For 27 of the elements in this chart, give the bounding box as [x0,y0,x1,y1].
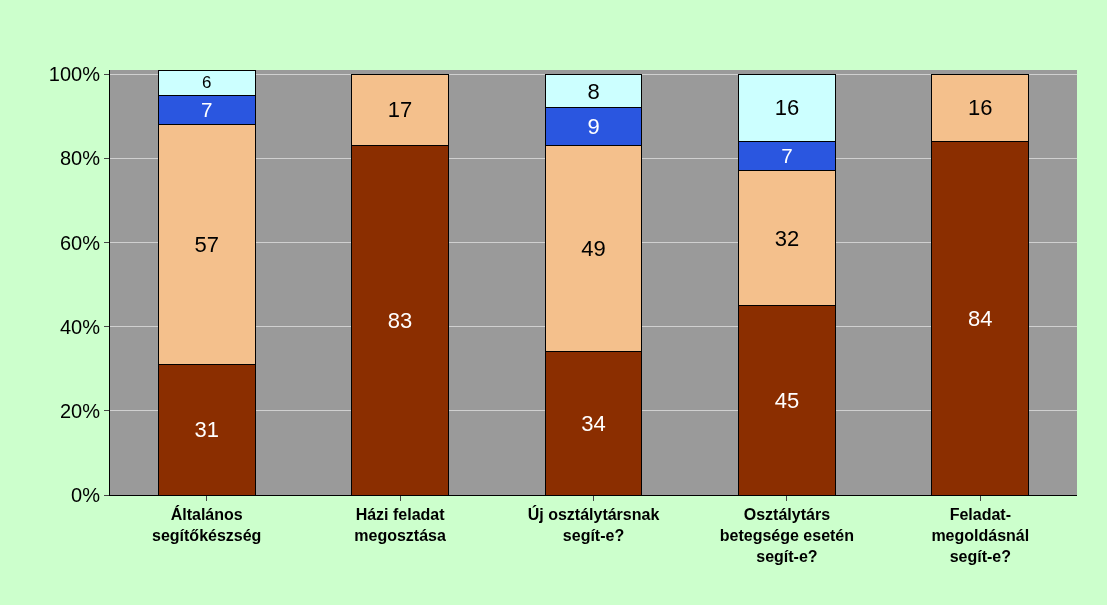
x-tick-label: Házi feladat megosztása [354,506,446,544]
data-label: 17 [387,97,413,123]
data-label: 32 [774,225,800,251]
data-label: 7 [200,98,213,122]
x-tick-label: Általános segítőkészség [152,505,262,544]
y-tick-label: 40% [59,315,101,338]
data-label: 16 [968,95,993,121]
y-tick-label: 100% [48,63,101,86]
data-label: 31 [194,417,219,443]
y-tick-label: 80% [59,147,101,170]
y-tick-label: 60% [59,231,101,254]
data-label: 6 [201,73,212,93]
data-label: 9 [587,114,600,140]
x-tick-label: Osztálytárs betegsége esetén segít-e? [719,506,855,565]
data-label: 7 [781,144,793,168]
data-label: 84 [968,305,993,331]
data-label: 8 [587,78,600,104]
data-label: 45 [774,387,800,413]
data-label: 49 [581,236,606,262]
x-tick-label: Új osztálytársnak segít-e? [527,505,660,544]
data-label: 16 [774,95,800,121]
data-label: 57 [194,232,219,258]
y-tick-label: 20% [59,399,101,422]
y-tick-label: 0% [71,484,101,506]
data-label: 34 [581,410,606,436]
data-label: 83 [387,307,413,333]
x-tick-label: Feladat- megoldásnál segít-e? [931,506,1030,565]
